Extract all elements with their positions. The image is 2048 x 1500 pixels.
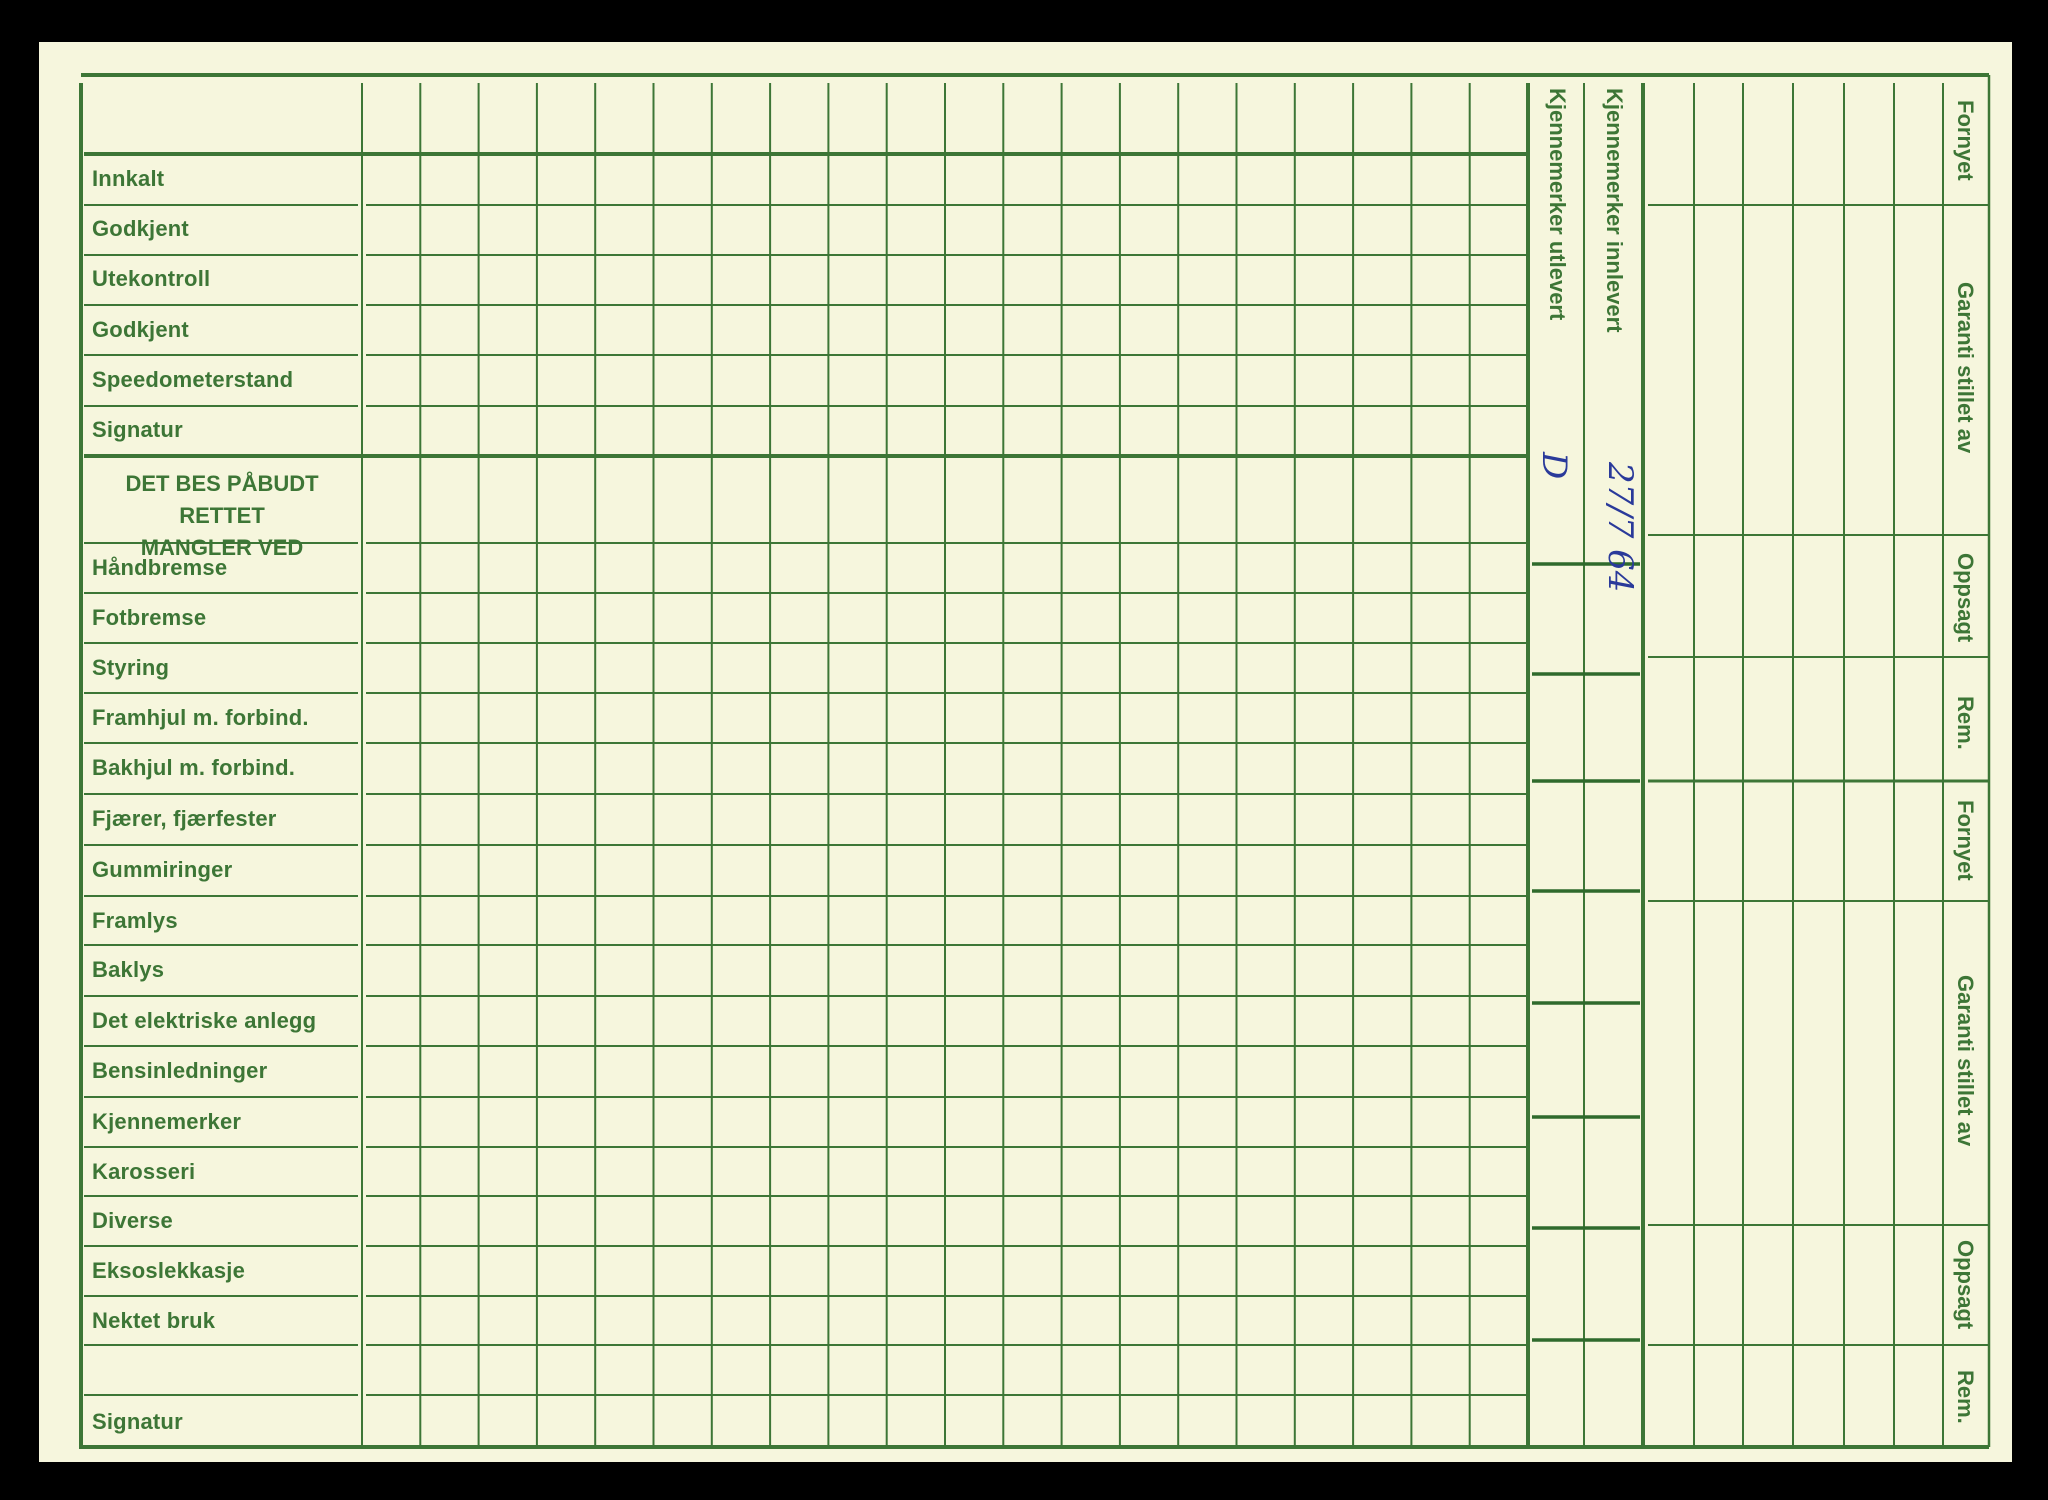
defect-row-label: Karosseri (92, 1159, 196, 1184)
defect-row-label: Bensinledninger (92, 1058, 268, 1083)
defect-row-label: Styring (92, 655, 170, 680)
defect-row-label: Eksoslekkasje (92, 1258, 246, 1283)
plates-delivered-out-label: Kjennemerker utlevert (1545, 88, 1570, 321)
defect-row-label: Baklys (92, 957, 165, 982)
defect-row-label: Framlys (92, 908, 178, 933)
handwritten-date: 27/7 64 (1600, 462, 1640, 593)
right-label-fornyet: Fornyet (1953, 100, 1978, 181)
defect-row-label: Kjennemerker (92, 1109, 242, 1134)
row-label-speedometerstand: Speedometerstand (92, 367, 294, 392)
defect-row-label: Fotbremse (92, 605, 207, 630)
defect-row-label: Bakhjul m. forbind. (92, 755, 296, 780)
defect-row-label: Fjærer, fjærfester (92, 806, 277, 831)
defect-row-label: Framhjul m. forbind. (92, 705, 309, 730)
defect-row-label: Nektet bruk (92, 1308, 216, 1333)
right-label-garanti: Garanti stillet av (1953, 282, 1978, 454)
section-header-line1: DET BES PÅBUDT RETTET (125, 471, 319, 528)
right-label-garanti-2: Garanti stillet av (1953, 975, 1978, 1147)
row-label-godkjent: Godkjent (92, 216, 189, 241)
handwritten-mark: D (1534, 452, 1574, 480)
plates-handed-in-label: Kjennemerker innlevert (1602, 88, 1627, 333)
right-label-oppsagt-2: Oppsagt (1953, 1240, 1978, 1330)
defect-row-label: Det elektriske anlegg (92, 1008, 317, 1033)
defect-row-label: Gummiringer (92, 857, 233, 882)
defect-row-label: Diverse (92, 1208, 173, 1233)
right-label-rem-2: Rem. (1953, 1370, 1978, 1424)
section-header-line2: MANGLER VED (140, 535, 304, 560)
row-label-innkalt: Innkalt (92, 166, 165, 191)
defect-row-label: Signatur (92, 1409, 183, 1434)
row-label-godkjent-2: Godkjent (92, 317, 189, 342)
defect-row-label: Håndbremse (92, 555, 228, 580)
row-label-utekontroll: Utekontroll (92, 266, 211, 291)
right-label-oppsagt: Oppsagt (1953, 553, 1978, 643)
section-header: DET BES PÅBUDT RETTET MANGLER VED (84, 468, 360, 564)
row-label-signatur: Signatur (92, 417, 183, 442)
right-label-rem: Rem. (1953, 696, 1978, 750)
right-label-fornyet-2: Fornyet (1953, 800, 1978, 881)
